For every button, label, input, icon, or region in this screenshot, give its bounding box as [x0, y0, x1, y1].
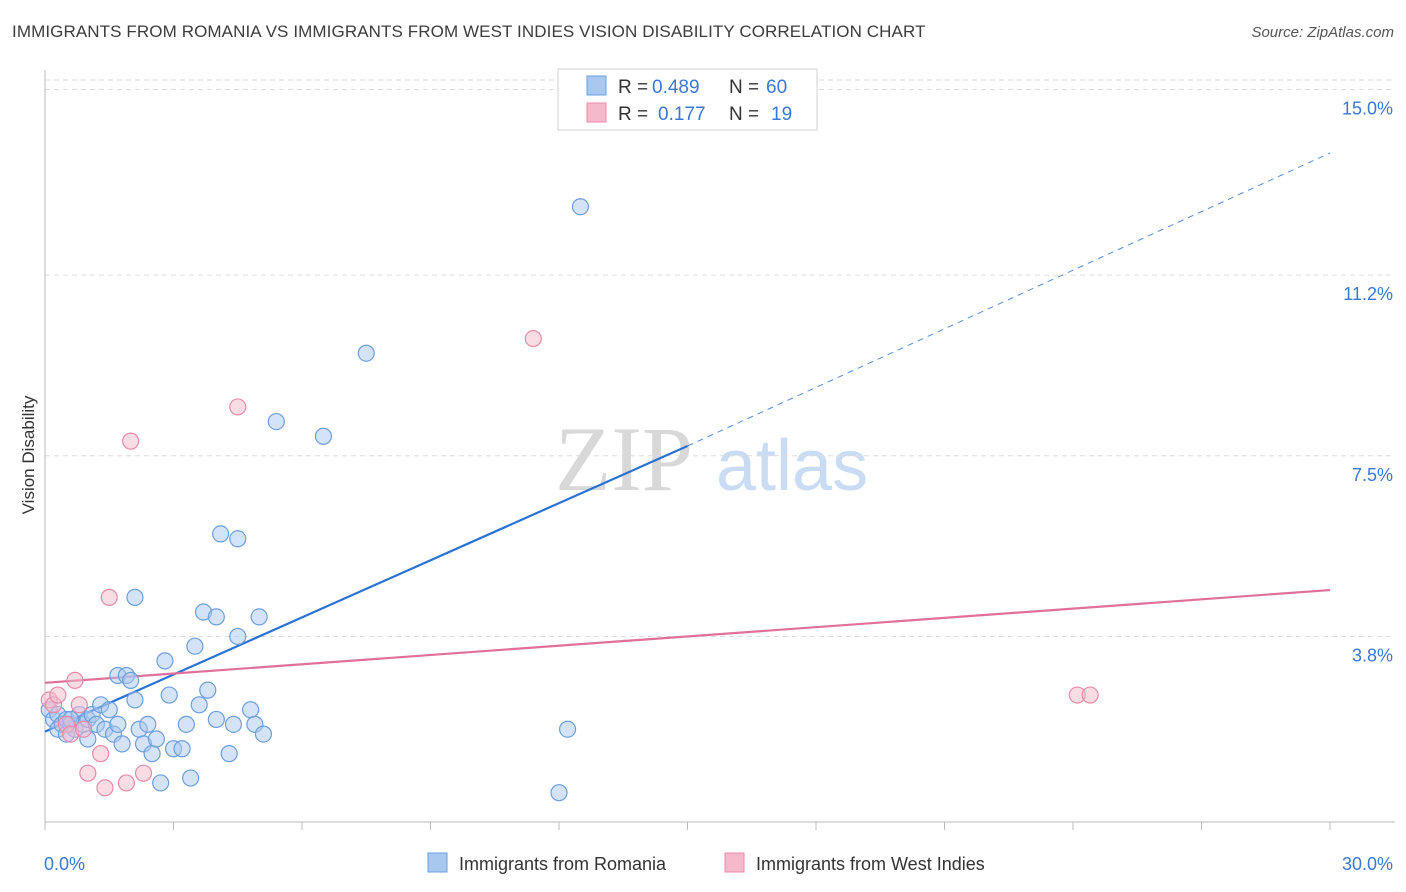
chart-title: IMMIGRANTS FROM ROMANIA VS IMMIGRANTS FR…	[12, 22, 926, 41]
watermark-zip: ZIP	[555, 408, 693, 510]
y-tick-label: 7.5%	[1352, 465, 1393, 485]
romania-trendline-extension	[687, 152, 1331, 447]
westindies-legend-swatch	[586, 102, 607, 123]
romania-legend-swatch	[586, 75, 607, 96]
romania-point	[224, 715, 243, 733]
romania-point	[314, 427, 333, 445]
romania-point	[122, 671, 140, 689]
romania-trendline	[44, 444, 688, 733]
romania-point	[139, 715, 157, 733]
romania-point	[212, 525, 230, 543]
romania-point	[190, 696, 208, 714]
stats-legend: R = 0.489 N = 60 R = 0.177 N = 19	[557, 68, 818, 131]
romania-point	[550, 784, 568, 802]
watermark-atlas: atlas	[716, 426, 868, 506]
romania-point	[126, 588, 144, 606]
westindies-trendline	[44, 588, 1331, 684]
romania-r-value: 0.489	[652, 77, 700, 98]
westindies-point	[229, 398, 247, 416]
series-legend-swatch-romania	[427, 852, 448, 873]
source-label: Source: ZipAtlas.com	[1251, 24, 1394, 41]
romania-point	[229, 530, 247, 548]
romania-r-label: R =	[618, 77, 648, 98]
romania-point	[126, 691, 144, 709]
romania-n-value: 60	[766, 77, 787, 98]
x-tick-label-max: 30.0%	[1342, 854, 1393, 874]
y-tick-label: 11.2%	[1343, 284, 1393, 304]
romania-point	[143, 745, 161, 763]
romania-point	[182, 769, 200, 787]
westindies-point	[122, 432, 140, 450]
romania-point	[147, 730, 165, 748]
romania-point	[357, 344, 375, 362]
series-legend: Immigrants from Romania Immigrants from …	[427, 852, 985, 874]
westindies-point	[49, 686, 67, 704]
romania-point	[160, 686, 178, 704]
romania-point	[571, 198, 590, 216]
westindies-r-label: R =	[618, 104, 648, 125]
trendline-layer	[44, 152, 1331, 733]
romania-point	[254, 725, 273, 743]
westindies-point	[92, 745, 110, 763]
westindies-point	[70, 696, 88, 714]
westindies-point	[66, 671, 84, 689]
romania-point	[152, 774, 170, 792]
westindies-point	[100, 588, 118, 606]
romania-point	[207, 608, 225, 626]
romania-point	[220, 745, 238, 763]
romania-point	[558, 720, 577, 738]
grid-layer	[45, 79, 1395, 637]
romania-point	[100, 701, 118, 719]
tick-label-layer: 3.8% 7.5% 11.2% 15.0% 0.0% 30.0%	[44, 99, 1393, 874]
romania-point	[229, 627, 247, 646]
westindies-point	[1081, 686, 1099, 704]
series-legend-label-romania: Immigrants from Romania	[459, 854, 667, 874]
series-legend-label-westindies: Immigrants from West Indies	[756, 854, 985, 874]
romania-point	[242, 701, 260, 719]
x-tick-label-min: 0.0%	[44, 854, 85, 874]
westindies-point	[117, 774, 135, 792]
romania-point	[186, 637, 204, 655]
romania-point	[177, 715, 195, 733]
romania-point	[113, 735, 131, 753]
westindies-point	[524, 329, 542, 348]
romania-point	[173, 740, 191, 758]
westindies-point	[74, 720, 93, 738]
y-axis-title: Vision Disability	[19, 395, 38, 514]
romania-point	[267, 412, 285, 431]
point-layer	[40, 198, 1099, 802]
westindies-point	[96, 779, 114, 797]
westindies-point	[134, 764, 153, 782]
y-tick-label: 15.0%	[1342, 99, 1393, 119]
y-tick-label: 3.8%	[1352, 645, 1393, 665]
westindies-point	[79, 764, 97, 782]
romania-point	[250, 608, 268, 626]
westindies-n-label: N =	[729, 104, 759, 125]
westindies-n-value: 19	[771, 104, 792, 125]
romania-n-label: N =	[729, 77, 759, 98]
romania-point	[199, 681, 217, 699]
romania-point	[156, 652, 174, 670]
westindies-r-value: 0.177	[658, 104, 706, 125]
romania-point	[207, 710, 225, 729]
romania-point	[109, 715, 127, 733]
series-legend-swatch-westindies	[724, 852, 745, 873]
